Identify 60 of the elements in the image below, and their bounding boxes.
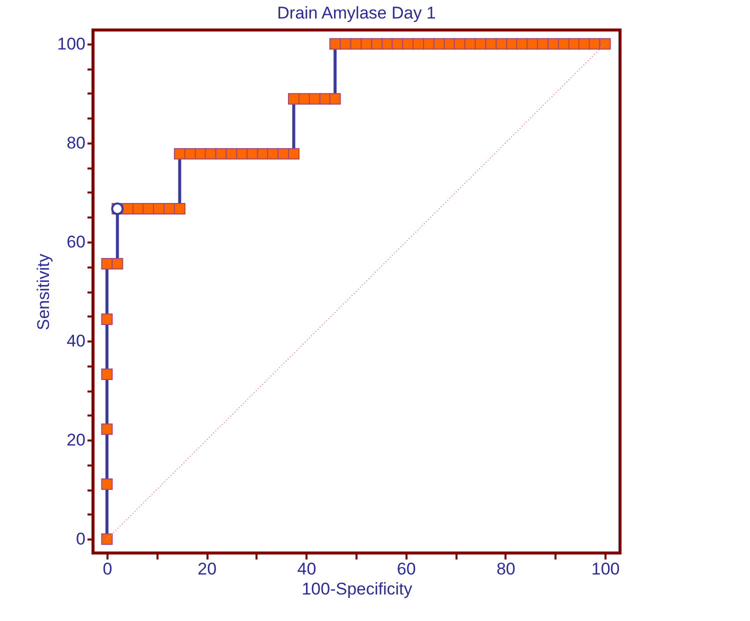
x-tick-label: 80 xyxy=(496,560,516,578)
x-tick-label: 60 xyxy=(396,560,416,578)
point xyxy=(267,148,279,160)
y-tick-label: 80 xyxy=(66,133,86,152)
point xyxy=(226,148,238,160)
point xyxy=(526,38,538,50)
point xyxy=(101,258,113,270)
y-tick-label: 100 xyxy=(57,34,86,54)
point xyxy=(371,38,383,50)
point xyxy=(340,38,352,50)
point xyxy=(422,38,434,50)
point xyxy=(588,38,600,50)
x-tick-label: 40 xyxy=(297,560,316,578)
point xyxy=(101,313,113,325)
point xyxy=(360,38,372,50)
point xyxy=(236,148,248,160)
point xyxy=(174,203,186,215)
point xyxy=(101,423,113,435)
point xyxy=(496,38,508,50)
point xyxy=(329,38,341,50)
x-axis-title: 100-Specificity xyxy=(302,580,413,598)
point xyxy=(288,148,300,160)
x-tick-label: 20 xyxy=(198,560,217,578)
point xyxy=(454,38,466,50)
y-tick-label: 60 xyxy=(66,232,86,252)
point xyxy=(142,203,154,215)
point xyxy=(101,478,113,490)
point xyxy=(464,38,476,50)
point xyxy=(278,148,290,160)
chart-title: Drain Amylase Day 1 xyxy=(277,4,436,22)
y-tick-label: 20 xyxy=(66,430,86,450)
y-tick-label: 40 xyxy=(66,332,86,351)
point xyxy=(174,148,186,160)
y-axis-title: Sensitivity xyxy=(34,253,54,330)
point xyxy=(246,148,258,160)
point xyxy=(392,38,404,50)
point xyxy=(112,258,124,270)
point xyxy=(599,38,611,50)
point xyxy=(101,368,113,380)
point xyxy=(485,38,497,50)
point xyxy=(101,533,113,545)
point xyxy=(578,38,590,50)
point xyxy=(548,38,559,50)
point xyxy=(298,93,310,105)
point xyxy=(412,38,424,50)
x-tick-label: 100 xyxy=(591,560,620,578)
point xyxy=(163,203,175,215)
point xyxy=(184,148,196,160)
point xyxy=(204,148,216,160)
point xyxy=(329,93,341,105)
y-tick-label: 0 xyxy=(76,530,86,549)
point xyxy=(308,93,320,105)
point xyxy=(288,93,300,105)
point xyxy=(402,38,414,50)
point xyxy=(537,38,549,50)
point xyxy=(516,38,528,50)
x-tick-label: 0 xyxy=(102,560,112,578)
point xyxy=(558,38,570,50)
point xyxy=(153,203,164,215)
point xyxy=(433,38,445,50)
